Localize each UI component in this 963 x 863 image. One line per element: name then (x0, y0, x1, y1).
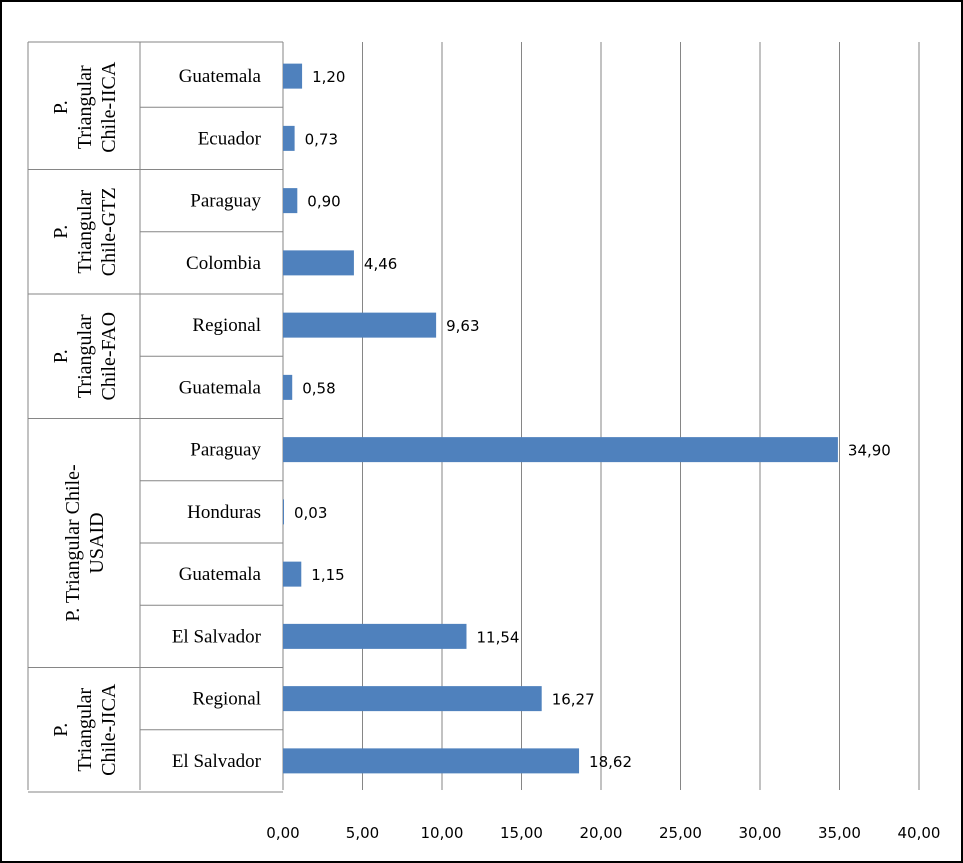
group-label: P. Triangular Chile-IICA (50, 61, 120, 153)
data-label: 0,90 (307, 193, 340, 211)
bar (283, 561, 302, 587)
data-label: 0,73 (305, 130, 338, 148)
data-label: 9,63 (446, 317, 479, 335)
x-tick-label: 20,00 (580, 824, 623, 842)
data-label: 18,62 (589, 753, 632, 771)
bar (283, 748, 580, 774)
category-label: Ecuador (198, 128, 262, 149)
x-tick-label: 5,00 (346, 824, 379, 842)
bar (283, 374, 293, 400)
group-label-line: Chile-JICA (98, 683, 120, 776)
category-label: Regional (192, 315, 261, 336)
category-label: Paraguay (190, 191, 261, 212)
group-label-line: P. Triangular Chile- (62, 464, 84, 621)
x-tick-label: 35,00 (818, 824, 861, 842)
category-label: Guatemala (179, 66, 262, 87)
bar (283, 188, 298, 214)
data-label: 34,90 (848, 442, 891, 460)
bar (283, 125, 295, 151)
x-tick-label: 0,00 (266, 824, 299, 842)
bar (283, 499, 284, 525)
bar (283, 250, 354, 276)
bar (283, 312, 437, 338)
group-label: P. Triangular Chile-GTZ (50, 187, 120, 276)
category-label: Colombia (186, 253, 262, 274)
group-label-line: P. (50, 225, 72, 239)
bar (283, 686, 542, 712)
data-label: 16,27 (552, 691, 595, 709)
group-label-line: P. (50, 100, 72, 114)
x-tick-label: 25,00 (659, 824, 702, 842)
data-label: 1,15 (311, 566, 344, 584)
group-label-line: P. (50, 349, 72, 363)
group-label: P. Triangular Chile- USAID (62, 464, 108, 621)
category-label: Regional (192, 689, 261, 710)
group-label-line: Triangular (74, 190, 96, 274)
data-label: 1,20 (312, 68, 345, 86)
data-label: 0,58 (302, 379, 335, 397)
x-tick-label: 10,00 (421, 824, 464, 842)
group-label: P. Triangular Chile-FAO (50, 312, 120, 401)
category-label: Honduras (187, 502, 261, 523)
bar (283, 623, 467, 649)
group-label-line: Triangular (74, 65, 96, 149)
x-tick-label: 40,00 (898, 824, 941, 842)
category-label: Paraguay (190, 440, 261, 461)
x-tick-label: 15,00 (500, 824, 543, 842)
group-label-line: Chile-FAO (98, 312, 120, 401)
bar (283, 437, 838, 463)
group-label-line: Triangular (74, 314, 96, 398)
data-label: 0,03 (294, 504, 327, 522)
group-label-line: Chile-IICA (98, 61, 120, 153)
group-label-line: Chile-GTZ (98, 187, 120, 276)
group-label: P. Triangular Chile-JICA (50, 683, 120, 776)
group-label-line: P. (50, 723, 72, 737)
category-label: Guatemala (179, 377, 262, 398)
group-label-line: Triangular (74, 688, 96, 772)
bar (283, 63, 303, 89)
data-label: 11,54 (476, 628, 519, 646)
x-tick-label: 30,00 (739, 824, 782, 842)
category-label: El Salvador (172, 751, 262, 772)
data-label: 4,46 (364, 255, 397, 273)
category-label: Guatemala (179, 564, 262, 585)
group-label-line: USAID (86, 512, 108, 573)
category-label: El Salvador (172, 626, 262, 647)
